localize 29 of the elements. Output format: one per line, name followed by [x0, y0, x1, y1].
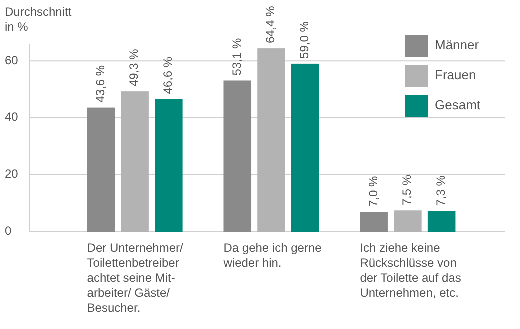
y-tick-label: 60: [5, 53, 19, 68]
bar: [291, 64, 320, 232]
data-label: 7,3 %: [434, 175, 448, 206]
bar: [155, 99, 183, 232]
bar: [360, 212, 388, 232]
data-label: 46,6 %: [161, 56, 176, 94]
data-label: 49,3 %: [127, 48, 142, 87]
data-label: 7,5 %: [400, 174, 414, 206]
data-label: 64,4 %: [264, 6, 278, 44]
legend-label: Gesamt: [435, 97, 481, 112]
y-axis-title: Durchschnitt in %: [5, 5, 72, 34]
data-label: 59,0 %: [298, 21, 312, 59]
bar: [428, 211, 456, 232]
x-tick-label: Ich ziehe keine Rückschlüsse von der Toilette auf das Unternehmen, etc.: [360, 241, 462, 300]
data-label: 43,6 %: [93, 65, 108, 103]
x-tick-label: Da gehe ich gerne wieder hin.: [222, 241, 322, 270]
bar: [224, 80, 252, 232]
legend-label: Frauen: [435, 67, 476, 82]
data-label: 7,0 %: [366, 176, 380, 208]
bar: [258, 48, 286, 232]
y-tick-label: 0: [5, 224, 12, 238]
y-tick-label: 20: [5, 167, 19, 182]
data-label: 53,1 %: [230, 38, 244, 76]
x-tick-label: Der Unternehmer/ Toilettenbetreiber achtet seine Mit- arbeiter/ Gäste/ Besucher.: [87, 241, 184, 315]
y-tick-label: 40: [5, 110, 19, 124]
legend-label: Männer: [435, 37, 480, 52]
bar: [87, 108, 116, 232]
bar: [121, 92, 149, 232]
bar: [394, 210, 422, 232]
